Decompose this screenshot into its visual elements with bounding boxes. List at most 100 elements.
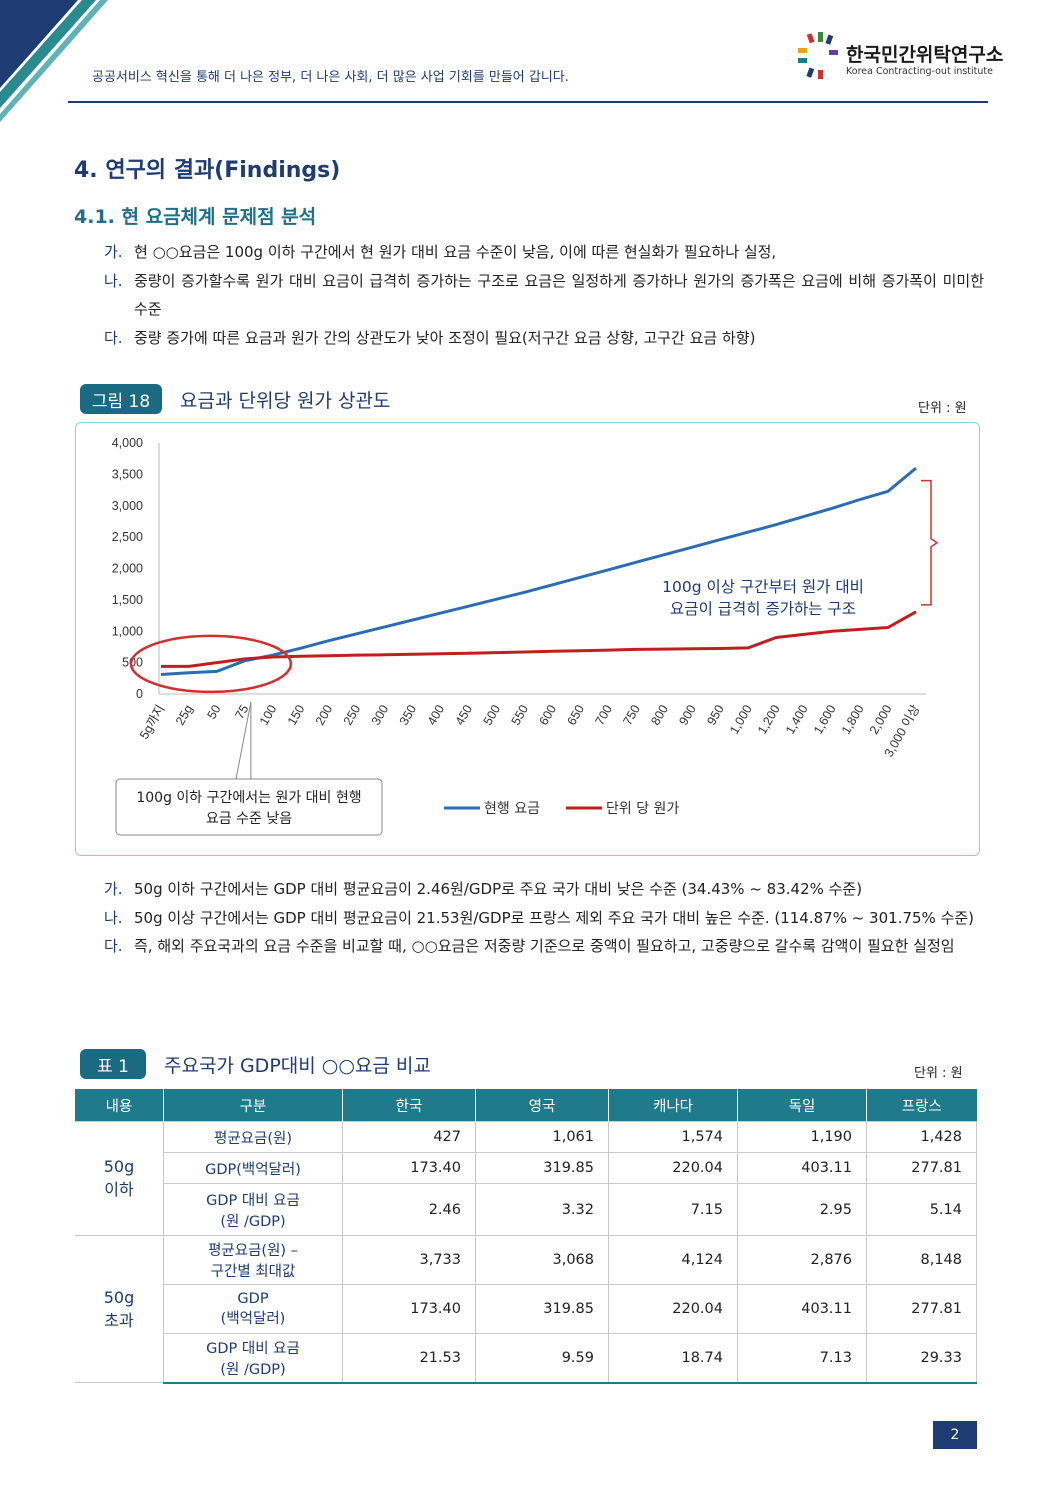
x-tick-label: 950 — [704, 702, 727, 727]
row-category: GDP 대비 요금 (원 /GDP) — [163, 1333, 343, 1384]
callout-text: 요금 수준 낮음 — [206, 811, 292, 827]
x-tick-label: 400 — [425, 702, 448, 727]
section-title: 4. 연구의 결과(Findings) — [74, 158, 341, 183]
x-tick-label: 25g — [173, 702, 196, 727]
table-row: GDP 대비 요금 (원 /GDP) 21.53 9.59 18.74 7.13 … — [75, 1333, 977, 1384]
line-chart: 4,000 3,500 3,000 2,500 2,000 1,500 1,000 500 0 5… — [112, 436, 939, 836]
page-number: 2 — [933, 1421, 977, 1449]
logo-title-english: Korea Contracting-out institute — [846, 66, 993, 77]
highlight-ellipse — [129, 634, 293, 694]
list-item: 가. 50g 이하 구간에서는 GDP 대비 평균요금이 2.46원/GDP로 주… — [104, 880, 863, 898]
x-tick-label: 500 — [481, 702, 504, 727]
table-cell: 2.95 — [737, 1183, 867, 1236]
list-item: 나. 50g 이상 구간에서는 GDP 대비 평균요금이 21.53원/GDP로 … — [104, 908, 975, 927]
logo-title-korean: 한국민간위탁연구소 — [846, 44, 1004, 66]
annotation-text: 100g 이상 구간부터 원가 대비 — [662, 578, 864, 596]
table-cell: 2,876 — [737, 1235, 867, 1285]
header-cell: 영국 — [475, 1089, 609, 1122]
list-item: 나. 중량이 증가할수록 원가 대비 요금이 급격히 증가하는 구조로 요금은 일… — [104, 271, 984, 319]
table-cell: 18.74 — [608, 1333, 738, 1384]
x-tick-label: 250 — [341, 702, 364, 727]
table-cell: 9.59 — [475, 1333, 609, 1384]
y-tick-label: 500 — [122, 656, 143, 670]
table-cell: 173.40 — [342, 1284, 476, 1334]
x-tick-label: 2,000 — [867, 702, 895, 736]
table-cell: 427 — [342, 1121, 476, 1153]
table-header-row: 내용 구분 한국 영국 캐나다 독일 프랑스 — [75, 1089, 977, 1122]
legend-label: 단위 당 원가 — [606, 801, 679, 817]
table-cell: 3,733 — [342, 1235, 476, 1285]
x-tick-label: 750 — [620, 702, 643, 727]
y-tick-label: 4,000 — [112, 436, 143, 450]
row-category: GDP(백억달러) — [163, 1152, 343, 1184]
x-tick-label: 100 — [257, 702, 280, 727]
table-badge: 표 1 — [80, 1049, 146, 1079]
series-line-2 — [161, 610, 917, 668]
list-item: 다. 중량 증가에 따른 요금과 원가 간의 상관도가 낮아 조정이 필요(저구간… — [104, 328, 756, 347]
analysis-list-1: 가. 현 ○○요금은 100g 이하 구간에서 현 원가 대비 요금 수준이 낮음… — [104, 238, 984, 352]
header-cell: 구분 — [163, 1089, 343, 1122]
figure-badge: 그림 18 — [80, 384, 162, 414]
x-tick-label: 50 — [204, 702, 223, 721]
header-cell: 캐나다 — [608, 1089, 738, 1122]
figure-title: 요금과 단위당 원가 상관도 — [180, 390, 391, 412]
comparison-table: 내용 구분 한국 영국 캐나다 독일 프랑스 50g 이하 평균요금(원) 427… — [75, 1089, 977, 1384]
header-cell: 프랑스 — [866, 1089, 977, 1122]
table-unit: 단위 : 원 — [914, 1066, 963, 1081]
table-cell: 1,574 — [608, 1121, 738, 1153]
figure-unit: 단위 : 원 — [918, 401, 967, 416]
table-row: 50g 이하 평균요금(원) 427 1,061 1,574 1,190 1,42… — [75, 1121, 977, 1236]
y-tick-label: 3,000 — [112, 499, 143, 513]
row-category: 평균요금(원) — [163, 1121, 343, 1153]
table-cell: 1,190 — [737, 1121, 867, 1153]
table-cell: 8,148 — [866, 1235, 977, 1285]
y-tick-label: 2,000 — [112, 562, 143, 576]
table-cell: 7.13 — [737, 1333, 867, 1384]
highlight-bracket — [921, 479, 939, 606]
table-cell: 319.85 — [475, 1284, 609, 1334]
x-tick-label: 200 — [313, 702, 336, 727]
table-cell: 1,428 — [866, 1121, 977, 1153]
table-cell: 220.04 — [608, 1152, 738, 1184]
header-cell: 독일 — [737, 1089, 867, 1122]
header-cell: 한국 — [342, 1089, 476, 1122]
table-row: GDP(백억달러) 173.40 319.85 220.04 403.11 27… — [75, 1152, 977, 1184]
header-tagline: 공공서비스 혁신을 통해 더 나은 정부, 더 나은 사회, 더 많은 사업 기… — [92, 70, 569, 85]
header-divider — [68, 101, 988, 103]
x-tick-label: 800 — [648, 702, 671, 727]
table-row: 50g 초과 평균요금(원) – 구간별 최대값 3,733 3,068 4,124… — [75, 1235, 977, 1383]
x-tick-label: 450 — [453, 702, 476, 727]
table-cell: 21.53 — [342, 1333, 476, 1384]
x-tick-label: 5g까지 — [137, 703, 168, 742]
y-tick-label: 1,000 — [112, 624, 143, 638]
x-tick-label: 1,200 — [755, 702, 783, 736]
x-tick-label: 1,400 — [783, 702, 811, 736]
list-item: 가. 현 ○○요금은 100g 이하 구간에서 현 원가 대비 요금 수준이 낮음… — [104, 243, 777, 261]
x-tick-label: 900 — [676, 702, 699, 727]
table-cell: 5.14 — [866, 1183, 977, 1236]
callout-pointer — [235, 701, 252, 780]
table-cell: 7.15 — [608, 1183, 738, 1236]
table-cell: 403.11 — [737, 1284, 867, 1334]
x-tick-label: 300 — [369, 702, 392, 727]
x-tick-label: 350 — [397, 702, 420, 727]
x-tick-label: 1,000 — [727, 702, 755, 736]
y-tick-label: 1,500 — [112, 593, 143, 607]
x-tick-label: 1,800 — [839, 702, 867, 736]
row-category: GDP 대비 요금 (원 /GDP) — [163, 1183, 343, 1236]
y-tick-label: 0 — [136, 687, 143, 701]
group-label: 50g 이하 — [75, 1121, 164, 1236]
table-cell: 220.04 — [608, 1284, 738, 1334]
x-tick-label: 150 — [285, 702, 308, 727]
y-tick-label: 2,500 — [112, 530, 143, 544]
callout-text: 100g 이하 구간에서는 원가 대비 현행 — [136, 790, 361, 806]
chart-container: 4,000 3,500 3,000 2,500 2,000 1,500 1,000 500 0 5… — [75, 422, 980, 856]
table-cell: 277.81 — [866, 1152, 977, 1184]
institute-logo-icon — [798, 32, 838, 79]
table-cell: 4,124 — [608, 1235, 738, 1285]
x-tick-label: 550 — [509, 702, 532, 727]
table-row: GDP 대비 요금 (원 /GDP) 2.46 3.32 7.15 2.95 5.… — [75, 1183, 977, 1236]
series-line-1 — [160, 466, 917, 676]
table-cell: 3,068 — [475, 1235, 609, 1285]
group-label: 50g 초과 — [75, 1235, 164, 1383]
